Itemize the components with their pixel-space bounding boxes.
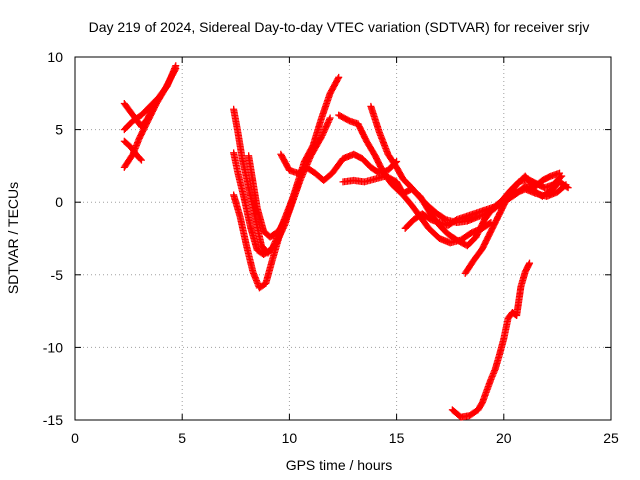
data-series [401, 178, 572, 232]
x-axis-label: GPS time / hours [286, 457, 393, 473]
x-tick-label: 15 [389, 430, 405, 446]
data-series [448, 259, 534, 421]
data-series [335, 111, 495, 247]
x-tick-label: 25 [603, 430, 619, 446]
plus-marker [137, 156, 145, 164]
data-series [245, 152, 289, 241]
y-tick-label: 0 [55, 194, 63, 210]
x-tick-label: 10 [282, 430, 298, 446]
data-series [230, 149, 302, 258]
data-series [120, 62, 180, 134]
data-series [120, 99, 156, 131]
plus-marker [563, 183, 571, 191]
plus-marker [564, 184, 572, 192]
plus-marker [526, 259, 534, 267]
x-tick-label: 0 [71, 430, 79, 446]
plus-marker [335, 73, 343, 81]
plus-marker [172, 62, 180, 70]
data-series [367, 102, 570, 227]
y-tick-label: -15 [43, 412, 63, 428]
y-axis-label: SDTVAR / TECUs [5, 182, 21, 294]
data-series [120, 137, 145, 164]
y-tick-label: 5 [55, 122, 63, 138]
y-tick-label: -10 [43, 339, 63, 355]
plus-marker [294, 181, 302, 189]
data-series [461, 169, 564, 277]
axis-ticks: 0 5 10 15 20 25 10 5 0 -5 -10 -15 [43, 49, 619, 446]
plus-marker [334, 75, 342, 83]
plus-marker [280, 217, 288, 225]
plus-marker [148, 105, 156, 113]
x-tick-label: 5 [178, 430, 186, 446]
grid-lines [75, 57, 611, 420]
x-tick-label: 20 [496, 430, 512, 446]
plus-marker [136, 155, 144, 163]
y-tick-label: 10 [47, 49, 63, 65]
plot-frame [74, 56, 612, 421]
plus-marker [281, 216, 289, 224]
y-tick-label: -5 [51, 267, 64, 283]
plus-marker [325, 115, 333, 123]
plus-marker [326, 114, 334, 122]
data-marks [120, 62, 572, 421]
plus-marker [556, 169, 564, 177]
chart-title: Day 219 of 2024, Sidereal Day-to-day VTE… [89, 19, 590, 35]
